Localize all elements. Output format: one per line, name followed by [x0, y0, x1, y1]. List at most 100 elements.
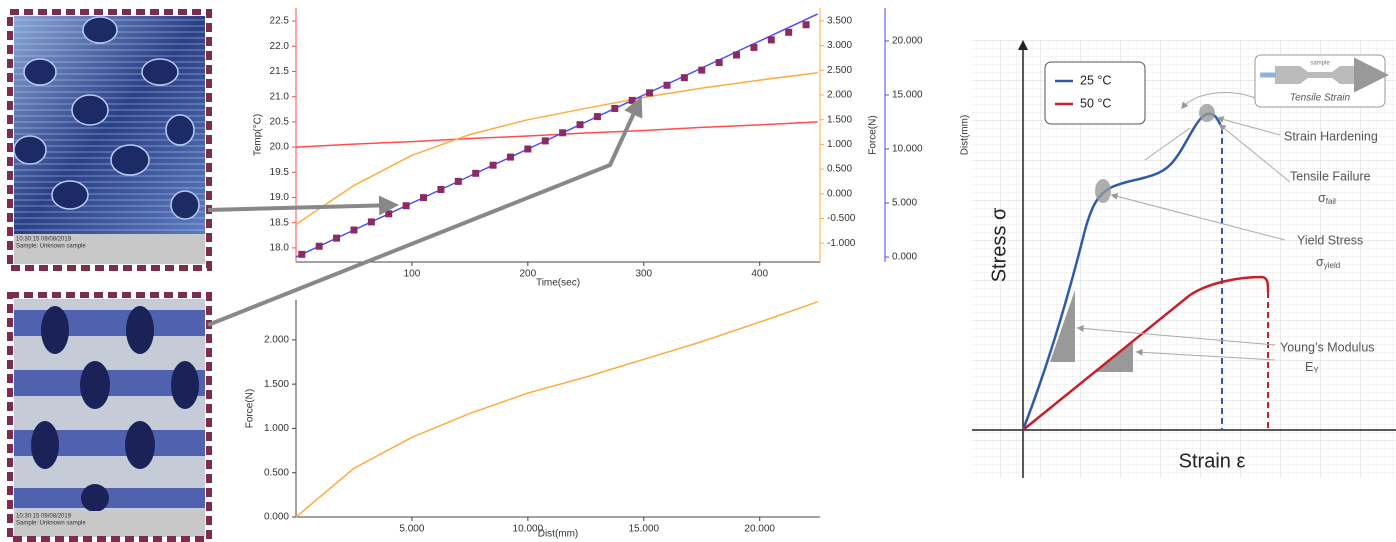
data-point: [680, 74, 688, 82]
data-point: [437, 186, 445, 194]
x-tick-label: 400: [751, 269, 768, 280]
annotation-arrow: [1218, 124, 1291, 183]
annotation-symbol: EY: [1305, 360, 1319, 375]
pointer-arrow: [207, 96, 643, 327]
data-point: [489, 161, 497, 169]
data-point: [298, 250, 306, 258]
x-tick-label: 300: [635, 269, 652, 280]
x-axis-title: Time(sec): [536, 278, 580, 289]
subscript: yield: [1324, 261, 1340, 270]
data-point: [385, 210, 393, 218]
y-tick-label: 22.5: [270, 16, 290, 27]
x-tick-label: 5.000: [399, 524, 424, 535]
x-tick-label: 15.000: [628, 524, 659, 535]
data-point: [350, 226, 358, 234]
stress-strain-diagram: 25 °C 50 °C sample Tensile Strain Strain…: [972, 40, 1396, 478]
x-tick-label: 10.000: [513, 524, 544, 535]
data-point: [646, 89, 654, 97]
annotation-arrow: [1216, 116, 1281, 136]
y-tick-label: 0.500: [264, 467, 289, 478]
y2-tick-label: 3.500: [827, 15, 852, 26]
fiber-knots: [13, 16, 200, 220]
data-point: [524, 145, 532, 153]
data-point: [367, 218, 375, 226]
y3-tick-label: 10.000: [892, 144, 923, 155]
legend: [1044, 61, 1146, 125]
series-line: [295, 71, 818, 226]
y3-tick-label: 0.000: [892, 252, 917, 263]
y2-tick-label: 1.000: [827, 139, 852, 150]
y2-tick-label: 2.500: [827, 65, 852, 76]
y-tick-label: 21.0: [270, 91, 290, 102]
yield-marker: [1095, 179, 1111, 203]
data-point: [767, 36, 775, 44]
micrograph: 10:30:15 09/08/2019 Sample: Unknown samp…: [7, 292, 212, 542]
data-point: [315, 242, 323, 250]
series-line: [295, 13, 819, 258]
charts: 100 200 300 400 Time(sec) 18.0 18.5 19.0 19.5 20.…: [245, 8, 971, 540]
failure-marker: [1199, 104, 1215, 122]
annotation-arrow: [1110, 193, 1286, 241]
data-point: [506, 153, 514, 161]
annotation-symbol: σyield: [1316, 255, 1340, 270]
y-tick-label: 18.5: [270, 217, 290, 228]
frame: [7, 9, 212, 271]
subscript: Y: [1313, 366, 1319, 375]
y-tick-label: 1.000: [264, 423, 289, 434]
y2-tick-label: 2.000: [827, 90, 852, 101]
annotation-arrow: [1135, 348, 1276, 361]
fiber-knots: [31, 306, 199, 512]
annotation-arrow: [1076, 324, 1276, 346]
x-tick-label: 20.000: [744, 524, 775, 535]
data-point: [611, 104, 619, 112]
y2-tick-label: 0.500: [827, 164, 852, 175]
symbol: σ: [1316, 255, 1324, 269]
y-tick-label: 19.0: [270, 192, 290, 203]
data-point: [802, 21, 810, 29]
series-line: [295, 121, 818, 148]
timestamp: 10:30:15 09/08/2019: [16, 514, 72, 520]
frame: [7, 292, 212, 542]
annotation-symbol: σfail: [1318, 191, 1336, 206]
y3-axis-title: Dist(mm): [960, 115, 971, 156]
annotation-arrow: [1181, 92, 1256, 110]
data-point: [750, 43, 758, 51]
data-point: [785, 28, 793, 36]
y-axis-title: Temp(°C): [253, 114, 264, 156]
annotation-line: [1144, 127, 1191, 161]
y-tick-label: 21.5: [270, 66, 290, 77]
timestamp: 10:30:15 09/08/2019: [16, 237, 72, 243]
y2-tick-label: 0.000: [827, 188, 852, 199]
data-point: [576, 121, 584, 129]
data-point: [402, 202, 410, 210]
symbol: σ: [1318, 191, 1326, 205]
x-axis-title: Dist(mm): [538, 529, 579, 540]
legend-label: 50 °C: [1080, 96, 1111, 110]
y-tick-label: 19.5: [270, 167, 290, 178]
modulus-triangle: [1050, 290, 1075, 362]
y2-tick-label: -1.000: [827, 238, 856, 249]
curve-50c: [1022, 275, 1270, 431]
data-point: [698, 66, 706, 74]
y-tick-label: 2.000: [264, 334, 289, 345]
y2-axis-title: Force(N): [868, 115, 879, 154]
x-tick-label: 100: [404, 269, 421, 280]
caption-strip: [14, 234, 205, 264]
annotation: Yield Stress: [1297, 233, 1363, 247]
y3-tick-label: 5.000: [892, 198, 917, 209]
y3-tick-label: 20.000: [892, 36, 923, 47]
data-point: [420, 194, 428, 202]
sample-label: Sample: Unknown sample: [16, 521, 86, 527]
y2-tick-label: 1.500: [827, 114, 852, 125]
data-point: [541, 137, 549, 145]
axis-arrow: [1018, 40, 1028, 50]
y-axis-title: Force(N): [245, 389, 256, 428]
grid: [972, 40, 1396, 478]
y-tick-label: 0.000: [264, 512, 289, 523]
axis-title: Strain ε: [1179, 450, 1246, 472]
y-tick-label: 20.0: [270, 142, 290, 153]
series-line: [295, 301, 818, 518]
annotation: Young’s Modulus: [1280, 340, 1375, 354]
data-point: [333, 234, 341, 242]
